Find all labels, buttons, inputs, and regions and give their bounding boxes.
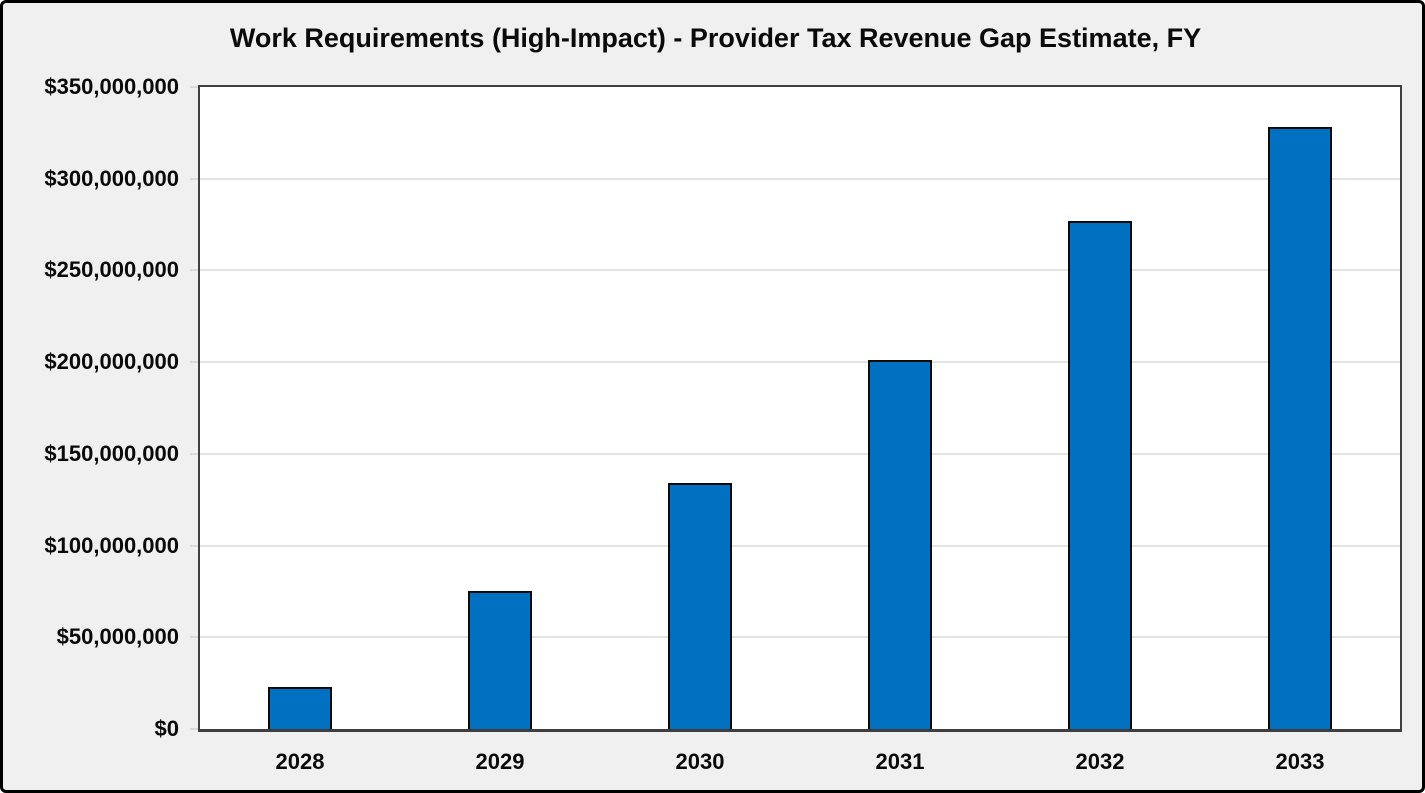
x-axis-label-2031: 2031	[875, 749, 925, 774]
y-axis-tick	[190, 636, 198, 639]
plot-area	[198, 85, 1402, 732]
x-axis-label-2030: 2030	[675, 749, 725, 774]
y-axis-label: $350,000,000	[44, 74, 179, 99]
y-axis-label: $50,000,000	[56, 624, 179, 650]
chart-title: Work Requirements (High-Impact) - Provid…	[229, 23, 1202, 53]
y-axis-tick	[190, 361, 198, 364]
y-axis-label: $0	[154, 716, 179, 741]
bar-2031	[868, 360, 932, 729]
y-axis-label: $250,000,000	[44, 257, 179, 283]
y-axis-tick	[190, 544, 198, 547]
y-axis-tick	[190, 177, 198, 180]
y-axis-label: $150,000,000	[44, 440, 179, 466]
bar-2029	[468, 591, 532, 729]
y-axis-label: $200,000,000	[44, 349, 179, 375]
gridline	[200, 544, 1400, 547]
gridline	[200, 452, 1400, 455]
y-axis-tick	[190, 452, 198, 455]
y-axis-label: $100,000,000	[44, 532, 179, 558]
gridline	[200, 269, 1400, 272]
x-axis-label-2032: 2032	[1075, 749, 1125, 774]
y-axis-label: $300,000,000	[44, 165, 179, 191]
gridline	[200, 177, 1400, 180]
x-axis-label-2029: 2029	[475, 749, 525, 774]
y-axis-tick	[190, 86, 198, 88]
gridline	[200, 361, 1400, 364]
gridline	[200, 636, 1400, 639]
x-axis-label-2028: 2028	[275, 749, 325, 774]
bar-2033	[1268, 127, 1332, 729]
y-axis-tick	[190, 728, 198, 730]
bar-2032	[1068, 221, 1132, 729]
bar-2028	[268, 687, 332, 729]
x-axis-label-2033: 2033	[1275, 749, 1325, 774]
bar-2030	[668, 483, 732, 729]
y-axis-tick	[190, 269, 198, 272]
